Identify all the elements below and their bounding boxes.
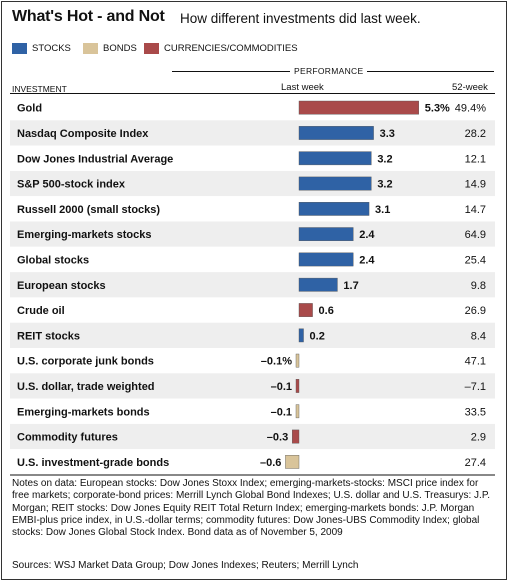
category-label: Emerging-markets stocks — [17, 229, 152, 241]
table-row — [10, 322, 495, 348]
chart-title: What's Hot - and Not — [12, 8, 165, 25]
value-label: 3.2 — [377, 153, 392, 165]
bar — [298, 328, 304, 343]
bar — [295, 379, 300, 393]
week52-label: 49.4% — [455, 103, 486, 115]
table-row — [10, 272, 495, 298]
week52-label: 28.2 — [465, 128, 486, 140]
bar — [295, 404, 300, 419]
table-row — [10, 449, 495, 475]
value-label: –0.1% — [261, 356, 292, 368]
bar — [295, 353, 300, 368]
value-label: 0.2 — [310, 330, 325, 342]
value-label: 1.7 — [343, 280, 358, 292]
bar — [298, 151, 372, 166]
value-label: –0.1 — [271, 381, 292, 393]
category-label: Crude oil — [17, 305, 65, 317]
week52-label: 12.1 — [465, 153, 486, 165]
category-label: REIT stocks — [17, 330, 80, 342]
table-row — [10, 297, 495, 323]
legend-label-stocks: STOCKS — [32, 43, 71, 54]
category-label: European stocks — [17, 280, 106, 292]
legend-swatch-stocks — [12, 43, 27, 54]
week52-label: –7.1 — [465, 381, 486, 393]
category-label: Commodity futures — [17, 432, 118, 444]
bar — [298, 201, 370, 216]
table-row — [10, 95, 495, 121]
notes-text: Notes on data: European stocks: Dow Jone… — [12, 478, 490, 539]
week52-label: 9.8 — [471, 280, 486, 292]
chart-subtitle: How different investments did last week. — [180, 11, 421, 26]
week52-label: 47.1 — [465, 356, 486, 368]
week52-label: 33.5 — [465, 406, 486, 418]
bar — [285, 455, 300, 469]
bar — [292, 429, 300, 444]
table-row — [10, 348, 495, 374]
performance-header: PERFORMANCE — [290, 66, 368, 76]
table-row — [10, 170, 495, 197]
bar — [298, 126, 374, 140]
bar — [298, 303, 313, 317]
category-label: U.S. investment-grade bonds — [17, 457, 169, 469]
category-label: Emerging-markets bonds — [17, 406, 150, 418]
category-label: Gold — [17, 103, 42, 115]
value-label: –0.3 — [267, 432, 288, 444]
bar — [298, 227, 354, 242]
week52-label: 26.9 — [465, 305, 486, 317]
table-row — [10, 196, 495, 222]
category-label: Dow Jones Industrial Average — [17, 153, 173, 165]
bar — [298, 277, 338, 292]
value-label: 3.3 — [380, 128, 395, 140]
legend-swatch-currencies-commodities — [144, 43, 159, 54]
table-row — [10, 246, 495, 273]
value-label: –0.1 — [271, 406, 292, 418]
week52-label: 2.9 — [471, 432, 486, 444]
bar — [298, 252, 354, 267]
week52-column-header: 52-week — [452, 82, 488, 93]
table-row — [10, 398, 495, 424]
week52-label: 14.7 — [465, 204, 486, 216]
value-label: 5.3% — [425, 103, 450, 115]
category-label: S&P 500-stock index — [17, 179, 126, 191]
category-label: U.S. dollar, trade weighted — [17, 381, 155, 393]
value-label: 3.1 — [375, 204, 390, 216]
week52-label: 64.9 — [465, 229, 486, 241]
week52-label: 25.4 — [465, 254, 486, 266]
value-label: 2.4 — [359, 229, 375, 241]
value-label: 3.2 — [377, 179, 392, 191]
category-label: U.S. corporate junk bonds — [17, 356, 154, 368]
bar — [298, 100, 419, 115]
category-label: Nasdaq Composite Index — [17, 128, 149, 140]
legend-swatch-bonds — [83, 43, 98, 54]
table-row — [10, 145, 495, 171]
value-label: 2.4 — [359, 254, 375, 266]
legend-label-bonds: BONDS — [103, 43, 137, 54]
value-label: –0.6 — [260, 457, 281, 469]
table-row — [10, 221, 495, 247]
bar — [298, 176, 372, 191]
table-row — [10, 423, 495, 450]
table-row — [10, 373, 495, 399]
legend-label-currencies-commodities: CURRENCIES/COMMODITIES — [164, 43, 298, 54]
header-divider — [10, 93, 495, 94]
week52-label: 8.4 — [471, 330, 486, 342]
last-week-column-header: Last week — [281, 82, 324, 93]
week52-label: 14.9 — [465, 179, 486, 191]
category-label: Russell 2000 (small stocks) — [17, 204, 160, 216]
investment-column-header: INVESTMENT — [12, 84, 67, 94]
sources-text: Sources: WSJ Market Data Group; Dow Jone… — [12, 560, 359, 571]
value-label: 0.6 — [319, 305, 334, 317]
week52-label: 27.4 — [465, 457, 486, 469]
category-label: Global stocks — [17, 254, 89, 266]
table-row — [10, 120, 495, 146]
